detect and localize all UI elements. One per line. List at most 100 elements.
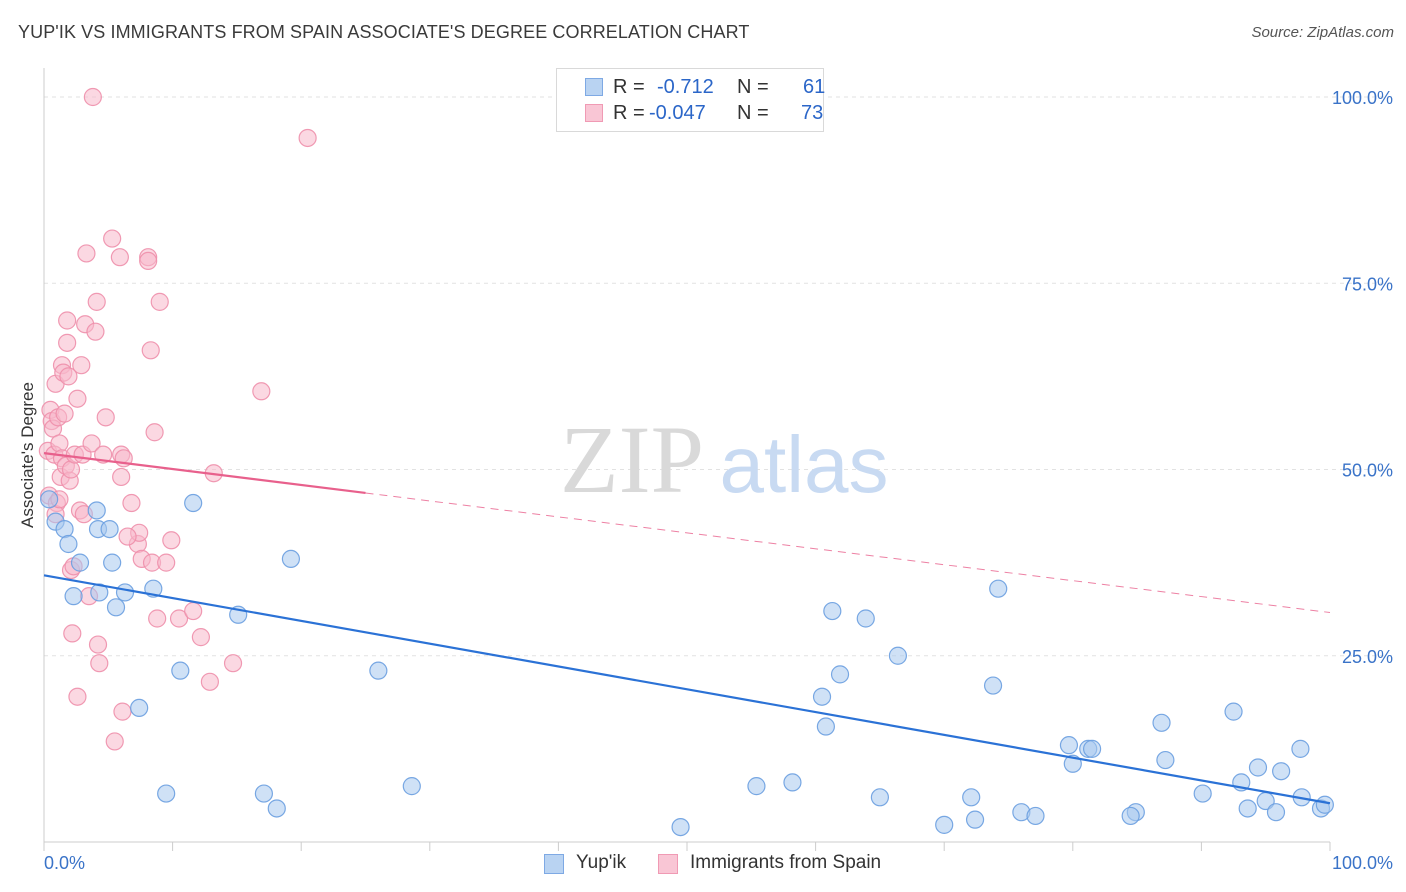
source-label: Source: ZipAtlas.com: [1251, 24, 1394, 41]
yupik-point: [70, 553, 90, 572]
yupik-point: [87, 501, 106, 520]
yupik-point: [40, 490, 59, 509]
spain-point: [148, 609, 167, 628]
spain-point: [122, 493, 141, 513]
x-tick-label-min: 0.0%: [44, 853, 85, 873]
yupik-trend-line: [43, 574, 1331, 805]
yupik-point: [103, 553, 122, 572]
legend-n-label: N =: [737, 76, 769, 98]
yupik-point: [1193, 784, 1212, 803]
yupik-point: [115, 583, 135, 602]
spain-trend-line-solid: [43, 452, 366, 495]
yupik-point: [823, 601, 842, 621]
bottom-label-yupik: Yup'ik: [576, 852, 627, 873]
legend-swatch-spain: [585, 104, 603, 122]
spain-point: [118, 527, 137, 546]
spain-point: [68, 687, 87, 706]
yupik-point: [1266, 803, 1286, 822]
yupik-point: [130, 698, 149, 718]
yupik-point: [171, 661, 190, 680]
yupik-point: [1026, 806, 1045, 826]
spain-trend-line-dashed: [365, 492, 1331, 614]
yupik-point: [254, 784, 274, 803]
spain-point: [145, 423, 164, 442]
yupik-point: [1291, 739, 1310, 758]
spain-point: [58, 333, 77, 352]
yupik-point: [157, 784, 176, 803]
yupik-point: [1248, 758, 1268, 777]
spain-point: [103, 229, 122, 248]
yupik-point: [1082, 739, 1102, 758]
bottom-label-spain: Immigrants from Spain: [690, 852, 882, 873]
spain-point: [200, 672, 219, 691]
spain-point: [88, 635, 108, 654]
spain-point: [61, 460, 81, 479]
y-tick-label: 50.0%: [1342, 461, 1393, 481]
spain-point: [150, 292, 169, 311]
spain-point: [298, 128, 317, 148]
spain-point: [252, 382, 271, 401]
spain-point: [77, 244, 96, 263]
legend-r-value-spain: -0.047: [649, 102, 706, 124]
spain-point: [157, 553, 176, 572]
spain-point: [50, 434, 69, 453]
y-tick-label: 75.0%: [1342, 274, 1393, 294]
yupik-point: [100, 519, 119, 539]
yupik-point: [1156, 750, 1175, 770]
yupik-point: [1152, 713, 1171, 732]
spain-point: [59, 367, 78, 386]
spain-point: [72, 356, 91, 375]
yupik-point: [55, 519, 74, 539]
spain-point: [83, 87, 102, 107]
x-tick-label-max: 100.0%: [1332, 853, 1393, 873]
yupik-point: [402, 777, 421, 796]
watermark-atlas: atlas: [720, 420, 889, 509]
spain-point: [169, 609, 189, 628]
yupik-point: [1272, 762, 1291, 781]
yupik-point: [962, 788, 981, 807]
yupik-point: [983, 676, 1003, 695]
y-axis-label: Associate's Degree: [18, 382, 37, 528]
yupik-point: [281, 549, 301, 569]
watermark: ZIP atlas: [560, 406, 888, 513]
yupik-point: [830, 665, 850, 684]
yupik-point: [1238, 799, 1257, 818]
yupik-point: [267, 799, 286, 818]
spain-point: [63, 624, 82, 643]
yupik-point: [888, 646, 908, 665]
spain-point: [87, 292, 106, 311]
y-tick-label: 100.0%: [1332, 88, 1393, 108]
yupik-point: [989, 579, 1008, 598]
legend-r-value-yupik: -0.712: [657, 76, 714, 98]
yupik-point: [1315, 795, 1334, 814]
yupik-point: [747, 777, 766, 796]
legend-r-label: R =: [613, 76, 645, 98]
spain-point: [191, 628, 210, 647]
yupik-point: [1121, 806, 1140, 826]
spain-point: [141, 341, 160, 360]
legend-n-value-spain: 73: [801, 102, 824, 124]
bottom-swatch-spain: [658, 854, 678, 874]
legend-swatch-yupik: [585, 78, 603, 96]
spain-point: [162, 531, 181, 550]
watermark-zip: ZIP: [560, 406, 704, 513]
spain-point: [68, 389, 87, 408]
yupik-point: [671, 817, 690, 837]
yupik-point: [812, 687, 832, 706]
yupik-point: [783, 773, 802, 792]
yupik-point: [816, 717, 835, 736]
yupik-point: [106, 598, 126, 617]
spain-point: [112, 467, 131, 487]
spain-point: [223, 654, 243, 673]
spain-point: [110, 248, 129, 267]
bottom-swatch-yupik: [544, 854, 564, 874]
legend-n-value-yupik: 61: [803, 76, 826, 98]
trend-lines: [43, 452, 1331, 805]
spain-point: [113, 702, 132, 721]
chart-title: YUP'IK VS IMMIGRANTS FROM SPAIN ASSOCIAT…: [18, 22, 750, 42]
gridlines: [44, 96, 1392, 657]
yupik-point: [369, 661, 388, 680]
yupik-point: [965, 810, 985, 829]
y-tick-label: 25.0%: [1342, 647, 1393, 667]
